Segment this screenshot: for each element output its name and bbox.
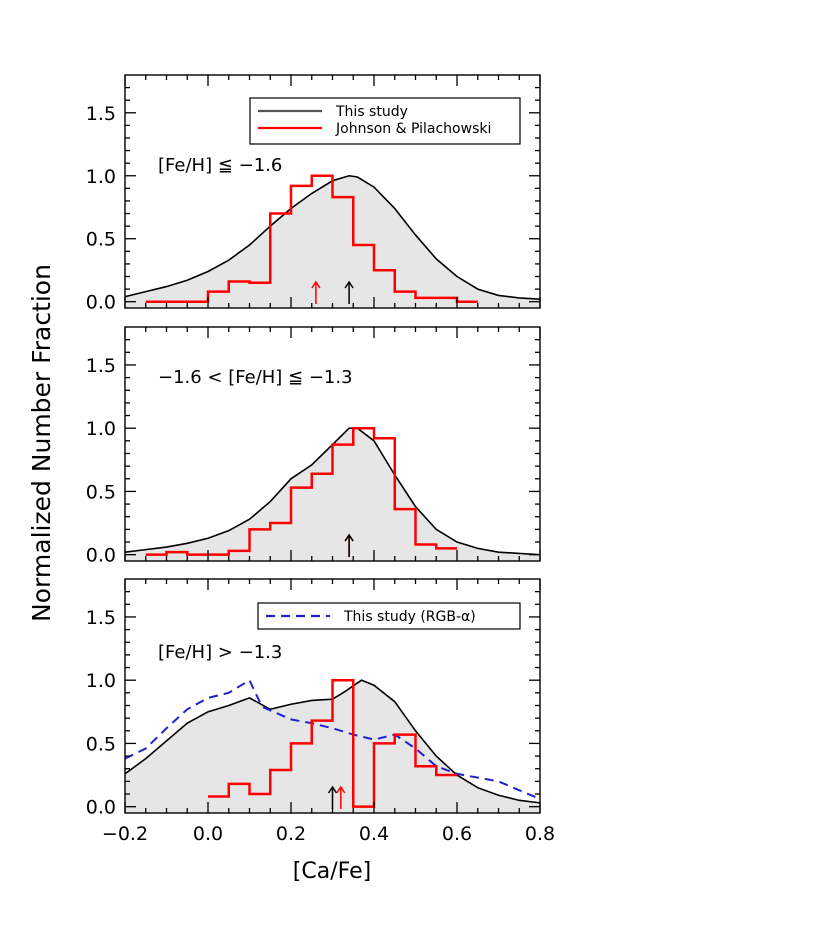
y-tick-label: 0.5 — [86, 481, 116, 503]
y-axis-label: Normalized Number Fraction — [27, 264, 56, 622]
curve-fill — [125, 680, 540, 813]
y-tick-label: 1.0 — [86, 166, 116, 188]
x-tick-label: 0.6 — [442, 823, 472, 845]
legend-box — [249, 97, 521, 145]
y-tick-label: 1.0 — [86, 418, 116, 440]
this-study-curve — [125, 174, 540, 300]
x-tick-label: 0.8 — [525, 823, 555, 845]
y-tick-label: 0.0 — [86, 545, 116, 567]
median-arrow — [344, 533, 354, 557]
panel-annotation: −1.6 < [Fe/H] ≦ −1.3 — [158, 367, 353, 388]
x-axis-label: [Ca/Fe] — [293, 859, 371, 884]
histogram — [145, 426, 457, 556]
y-tick-label: 1.5 — [86, 355, 116, 377]
x-tick-label: −0.2 — [102, 823, 148, 845]
x-tick-label: 0.0 — [193, 823, 223, 845]
legend-label: Johnson & Pilachowski — [335, 121, 491, 137]
rgb-alpha-curve — [125, 678, 540, 801]
y-tick-label: 1.5 — [86, 607, 116, 629]
plot-area — [125, 678, 540, 813]
x-tick-label: 0.2 — [276, 823, 306, 845]
y-tick-label: 1.5 — [86, 103, 116, 125]
curve-fill — [125, 428, 540, 561]
curve-fill — [125, 175, 540, 308]
this-study-curve — [125, 679, 540, 804]
legend-label: This study — [335, 104, 408, 120]
panel-top: 0.0 0.5 1.0 1.5 [Fe/H] ≦ −1.6 This studyJohns… — [86, 74, 541, 314]
median-arrow — [311, 280, 321, 304]
x-tick-label: 0.4 — [359, 823, 389, 845]
histogram — [208, 678, 457, 808]
y-tick-label: 0.0 — [86, 292, 116, 314]
panel-annotation: [Fe/H] > −1.3 — [158, 642, 282, 663]
legend: This study (RGB-α) — [257, 602, 521, 630]
y-tick-label: 0.5 — [86, 733, 116, 755]
y-tick-label: 1.0 — [86, 670, 116, 692]
median-arrow — [336, 785, 346, 809]
panel-bottom: 0.0 0.5 1.0 1.5 −0.2 0.0 0.2 0.4 0.6 0.8 [Fe/H] > … — [86, 578, 555, 845]
plot-area — [125, 426, 540, 561]
panel-annotation: [Fe/H] ≦ −1.6 — [158, 155, 282, 176]
plot-area — [125, 174, 540, 308]
median-arrow — [344, 280, 354, 304]
y-tick-label: 0.0 — [86, 797, 116, 819]
y-tick-label: 0.5 — [86, 229, 116, 251]
histogram — [145, 174, 478, 303]
legend-label: This study (RGB-α) — [343, 609, 476, 625]
panel-middle: 0.0 0.5 1.0 1.5 −1.6 < [Fe/H] ≦ −1.3 — [86, 326, 541, 567]
this-study-curve — [125, 427, 540, 556]
median-arrow — [327, 785, 338, 809]
